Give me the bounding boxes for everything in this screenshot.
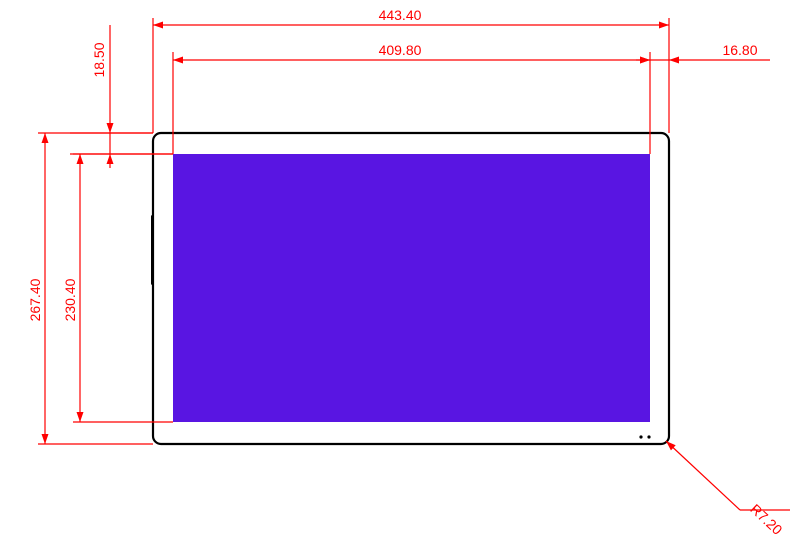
- drawing-svg: 443.40 409.80 16.80 18.50 267.40 230.40 R7.20: [0, 0, 800, 556]
- side-button: [151, 215, 154, 285]
- dimension-label: 267.40: [27, 278, 43, 321]
- dimension-label: 409.80: [379, 42, 422, 58]
- dimension-label: R7.20: [747, 501, 785, 538]
- dimension-label: 443.40: [379, 7, 422, 23]
- active-area: [173, 154, 650, 422]
- dimension-label: 18.50: [91, 42, 107, 77]
- dimension-label: 230.40: [62, 278, 78, 321]
- sensor-dot: [647, 435, 650, 438]
- technical-drawing: 443.40 409.80 16.80 18.50 267.40 230.40 R7.20: [0, 0, 800, 556]
- dimension-label: 16.80: [722, 42, 757, 58]
- sensor-dot: [639, 435, 642, 438]
